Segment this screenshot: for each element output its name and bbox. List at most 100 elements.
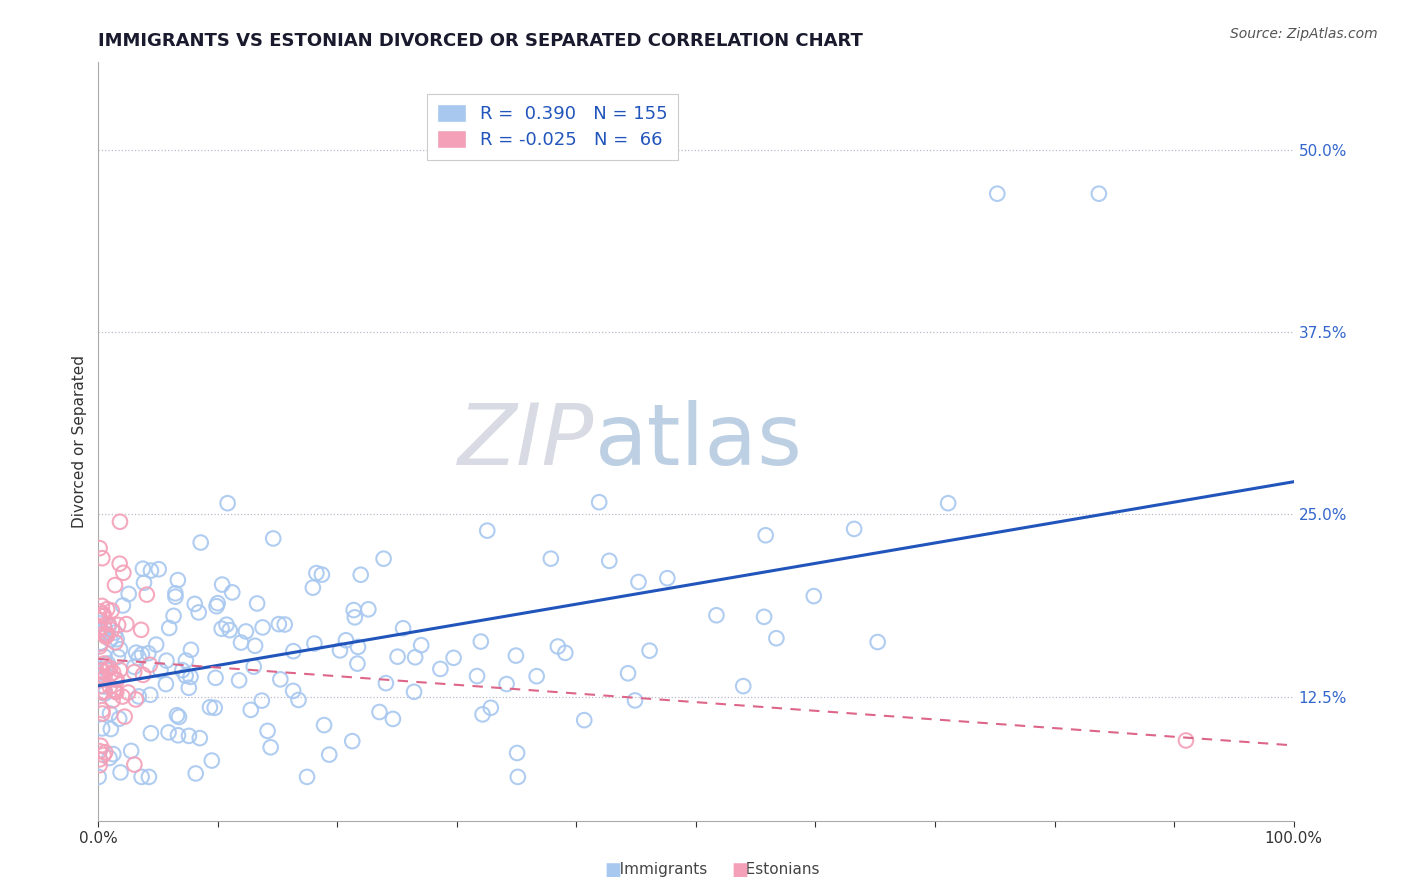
Point — [392, 621, 415, 635]
Point — [318, 747, 340, 762]
Point — [218, 623, 240, 637]
Point — [411, 638, 433, 652]
Point — [96, 628, 118, 642]
Point — [506, 746, 529, 760]
Point — [91, 685, 114, 699]
Point — [108, 642, 131, 657]
Point — [110, 765, 132, 780]
Point — [91, 703, 114, 717]
Point — [98, 661, 121, 675]
Point — [250, 693, 273, 707]
Point — [215, 617, 238, 632]
Point — [118, 587, 141, 601]
Point — [145, 638, 167, 652]
Point — [638, 643, 661, 657]
Point — [148, 562, 170, 576]
Point — [252, 620, 274, 634]
Point — [125, 692, 148, 706]
Point — [104, 635, 127, 649]
Point — [132, 562, 155, 576]
Point — [207, 596, 229, 610]
Point — [89, 744, 111, 758]
Point — [105, 673, 128, 687]
Point — [108, 663, 131, 677]
Point — [283, 644, 305, 658]
Point — [217, 496, 239, 510]
Point — [471, 707, 494, 722]
Point — [104, 684, 127, 698]
Point — [547, 640, 569, 654]
Point — [350, 567, 373, 582]
Point — [204, 701, 226, 715]
Point — [506, 770, 529, 784]
Point — [98, 680, 121, 694]
Point — [221, 585, 243, 599]
Point — [256, 723, 278, 738]
Point — [114, 709, 136, 723]
Point — [98, 632, 121, 647]
Point — [89, 541, 111, 556]
Point — [167, 728, 190, 742]
Point — [866, 635, 889, 649]
Point — [94, 622, 117, 636]
Point — [312, 718, 335, 732]
Point — [94, 630, 117, 644]
Point — [93, 608, 115, 623]
Point — [803, 589, 825, 603]
Point — [129, 623, 152, 637]
Point — [101, 693, 124, 707]
Point — [752, 610, 775, 624]
Point — [304, 636, 326, 650]
Point — [103, 747, 125, 761]
Point — [588, 495, 610, 509]
Point — [201, 754, 224, 768]
Point — [165, 586, 187, 600]
Text: Immigrants: Immigrants — [605, 863, 707, 877]
Point — [117, 685, 139, 699]
Point — [243, 639, 266, 653]
Point — [94, 627, 117, 641]
Point — [89, 620, 111, 634]
Point — [228, 673, 250, 688]
Text: Source: ZipAtlas.com: Source: ZipAtlas.com — [1230, 27, 1378, 41]
Point — [387, 649, 409, 664]
Point — [103, 682, 125, 697]
Point — [157, 725, 180, 739]
Point — [765, 632, 787, 646]
Point — [155, 654, 177, 668]
Point — [172, 663, 194, 677]
Point — [162, 608, 184, 623]
Point — [122, 665, 145, 680]
Point — [112, 566, 135, 580]
Point — [617, 666, 640, 681]
Point — [184, 766, 207, 780]
Point — [108, 557, 131, 571]
Point — [368, 705, 391, 719]
Point — [93, 657, 115, 671]
Text: ZIP: ZIP — [458, 400, 595, 483]
Point — [381, 712, 404, 726]
Point — [139, 657, 162, 672]
Point — [90, 636, 112, 650]
Point — [211, 622, 233, 636]
Text: Estonians: Estonians — [731, 863, 820, 877]
Point — [246, 597, 269, 611]
Point — [465, 669, 488, 683]
Point — [311, 567, 333, 582]
Point — [108, 712, 131, 726]
Point — [180, 642, 202, 657]
Point — [495, 677, 517, 691]
Point — [104, 625, 127, 640]
Point — [373, 551, 395, 566]
Point — [89, 668, 111, 682]
Point — [132, 575, 155, 590]
Point — [97, 619, 120, 633]
Point — [91, 551, 114, 566]
Point — [335, 633, 357, 648]
Point — [357, 602, 380, 616]
Point — [526, 669, 548, 683]
Point — [139, 726, 162, 740]
Point — [111, 690, 134, 704]
Point — [100, 722, 122, 736]
Text: ■: ■ — [731, 861, 748, 879]
